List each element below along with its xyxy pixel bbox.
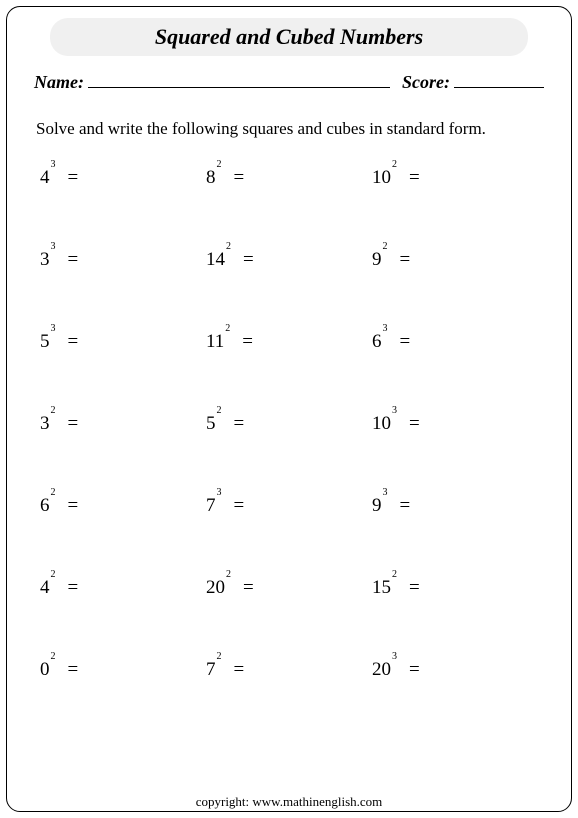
problem-base: 8: [206, 167, 216, 189]
problem-base: 7: [206, 659, 216, 681]
problem-exponent: 2: [51, 651, 56, 662]
equals-sign: =: [400, 249, 411, 271]
problem-exponent: 2: [51, 569, 56, 580]
problem-base: 6: [40, 495, 50, 517]
problem-exponent: 3: [51, 241, 56, 252]
problem-exponent: 2: [226, 241, 231, 252]
problem-base: 6: [372, 331, 382, 353]
problem-exponent: 3: [217, 487, 222, 498]
problem-base: 5: [206, 413, 216, 435]
problem-item: 202=: [206, 577, 372, 599]
name-label: Name:: [34, 72, 84, 93]
problem-exponent: 2: [217, 405, 222, 416]
problem-item: 73=: [206, 495, 372, 517]
equals-sign: =: [234, 167, 245, 189]
problem-exponent: 2: [392, 569, 397, 580]
problem-base: 3: [40, 413, 50, 435]
problem-exponent: 2: [225, 323, 230, 334]
problem-item: 152=: [372, 577, 538, 599]
problem-base: 0: [40, 659, 50, 681]
equals-sign: =: [68, 659, 79, 681]
equals-sign: =: [234, 659, 245, 681]
problem-item: 93=: [372, 495, 538, 517]
problem-item: 203=: [372, 659, 538, 681]
instructions-text: Solve and write the following squares an…: [36, 119, 542, 139]
problem-base: 3: [40, 249, 50, 271]
equals-sign: =: [68, 495, 79, 517]
equals-sign: =: [234, 413, 245, 435]
equals-sign: =: [234, 495, 245, 517]
problem-item: 33=: [40, 249, 206, 271]
problem-exponent: 3: [51, 323, 56, 334]
score-blank-line: [454, 70, 544, 88]
problem-item: 63=: [372, 331, 538, 353]
equals-sign: =: [409, 659, 420, 681]
problem-item: 62=: [40, 495, 206, 517]
problem-exponent: 2: [217, 651, 222, 662]
problem-grid: 43=82=102=33=142=92=53=112=63=32=52=103=…: [30, 167, 548, 681]
problem-exponent: 3: [51, 159, 56, 170]
problem-exponent: 2: [392, 159, 397, 170]
problem-item: 112=: [206, 331, 372, 353]
problem-item: 82=: [206, 167, 372, 189]
problem-exponent: 2: [51, 405, 56, 416]
problem-exponent: 3: [383, 487, 388, 498]
problem-item: 142=: [206, 249, 372, 271]
equals-sign: =: [242, 331, 253, 353]
problem-base: 20: [372, 659, 391, 681]
worksheet-content: Squared and Cubed Numbers Name: Score: S…: [0, 0, 578, 818]
worksheet-title: Squared and Cubed Numbers: [50, 18, 528, 56]
equals-sign: =: [68, 167, 79, 189]
problem-item: 43=: [40, 167, 206, 189]
problem-base: 5: [40, 331, 50, 353]
problem-exponent: 3: [392, 651, 397, 662]
equals-sign: =: [243, 249, 254, 271]
problem-base: 4: [40, 167, 50, 189]
problem-exponent: 2: [383, 241, 388, 252]
problem-exponent: 2: [217, 159, 222, 170]
problem-item: 92=: [372, 249, 538, 271]
equals-sign: =: [409, 167, 420, 189]
problem-item: 72=: [206, 659, 372, 681]
equals-sign: =: [68, 331, 79, 353]
problem-base: 9: [372, 249, 382, 271]
equals-sign: =: [68, 249, 79, 271]
name-blank-line: [88, 70, 390, 88]
equals-sign: =: [409, 577, 420, 599]
score-label: Score:: [402, 72, 450, 93]
problem-item: 103=: [372, 413, 538, 435]
problem-exponent: 3: [392, 405, 397, 416]
problem-item: 32=: [40, 413, 206, 435]
equals-sign: =: [68, 413, 79, 435]
copyright-text: copyright: www.mathinenglish.com: [0, 794, 578, 810]
problem-item: 02=: [40, 659, 206, 681]
problem-base: 20: [206, 577, 225, 599]
problem-item: 52=: [206, 413, 372, 435]
equals-sign: =: [243, 577, 254, 599]
equals-sign: =: [400, 331, 411, 353]
problem-base: 10: [372, 413, 391, 435]
problem-base: 4: [40, 577, 50, 599]
problem-item: 53=: [40, 331, 206, 353]
problem-base: 7: [206, 495, 216, 517]
problem-base: 14: [206, 249, 225, 271]
problem-base: 9: [372, 495, 382, 517]
problem-exponent: 2: [51, 487, 56, 498]
problem-base: 15: [372, 577, 391, 599]
problem-exponent: 2: [226, 569, 231, 580]
problem-exponent: 3: [383, 323, 388, 334]
header-row: Name: Score:: [34, 70, 544, 93]
equals-sign: =: [409, 413, 420, 435]
equals-sign: =: [68, 577, 79, 599]
problem-item: 102=: [372, 167, 538, 189]
problem-item: 42=: [40, 577, 206, 599]
problem-base: 11: [206, 331, 224, 353]
problem-base: 10: [372, 167, 391, 189]
equals-sign: =: [400, 495, 411, 517]
